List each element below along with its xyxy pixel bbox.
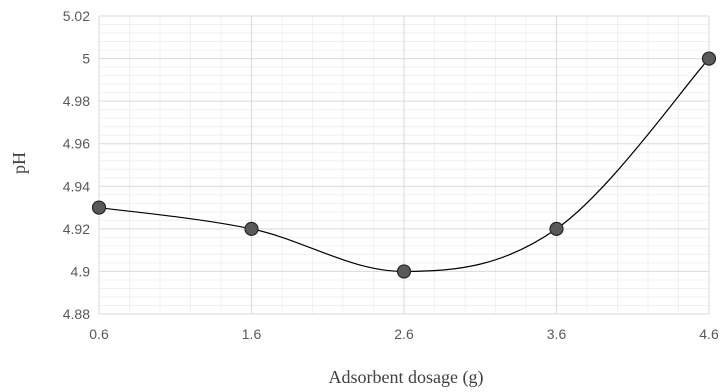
y-tick-label: 4.96 [63, 136, 90, 152]
x-tick-label: 0.6 [89, 326, 109, 342]
x-axis-ticks: 0.6 1.6 2.6 3.6 4.6 [89, 326, 719, 342]
y-tick-label: 4.94 [63, 178, 90, 194]
x-axis-title: Adsorbent dosage (g) [329, 367, 484, 388]
y-tick-label: 5.02 [63, 8, 90, 24]
data-point [91, 200, 107, 215]
x-tick-label: 4.6 [699, 326, 719, 342]
y-axis-title: pH [9, 152, 29, 174]
data-point [396, 264, 412, 279]
y-tick-label: 5 [82, 51, 90, 67]
x-tick-label: 2.6 [394, 326, 414, 342]
y-tick-label: 4.9 [71, 263, 91, 279]
y-tick-label: 4.92 [63, 221, 90, 237]
x-tick-label: 3.6 [547, 326, 567, 342]
y-tick-label: 4.88 [63, 306, 90, 322]
y-axis-ticks: 4.88 4.9 4.92 4.94 4.96 4.98 5 5.02 [63, 8, 90, 322]
x-tick-label: 1.6 [242, 326, 262, 342]
data-point [701, 51, 717, 66]
data-point [549, 221, 564, 236]
data-point [244, 221, 259, 236]
y-tick-label: 4.98 [63, 93, 90, 109]
data-markers [91, 51, 717, 279]
